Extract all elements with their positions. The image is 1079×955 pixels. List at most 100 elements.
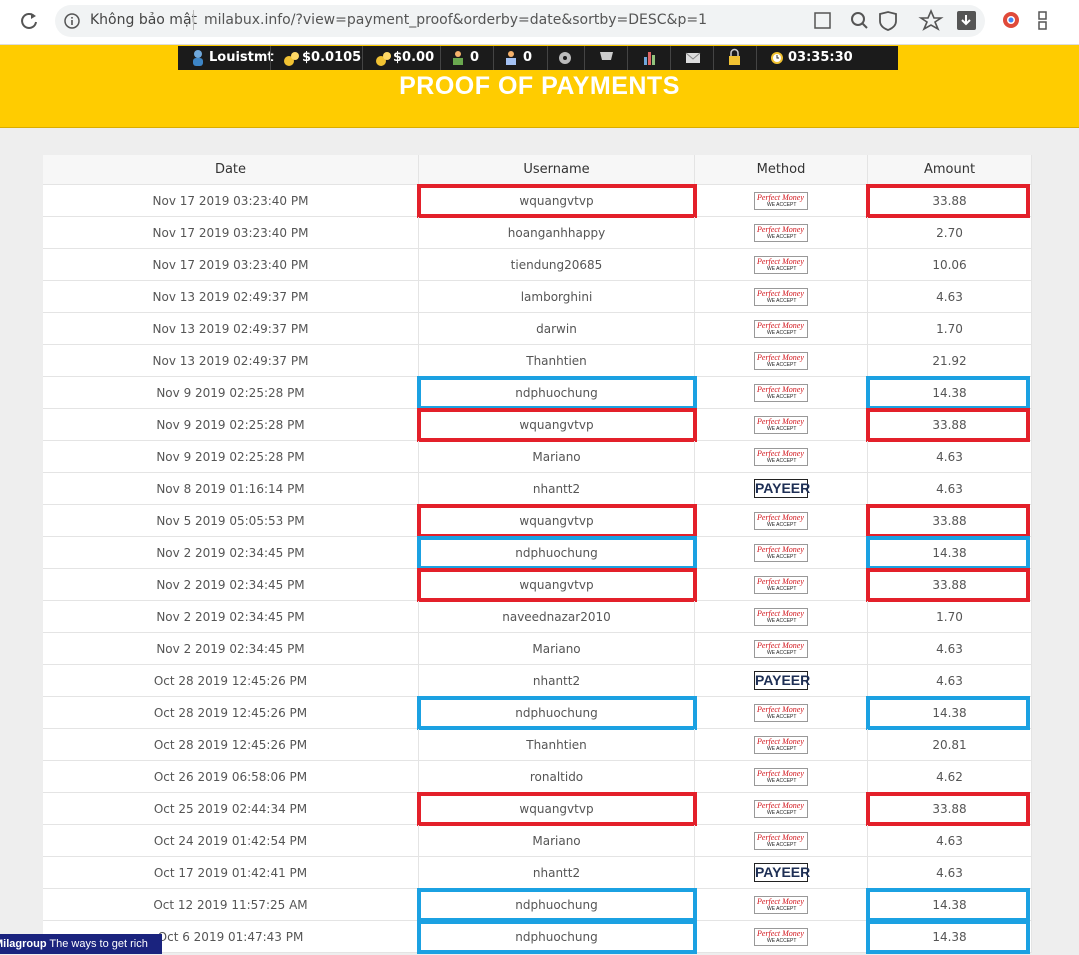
perfect-money-logo: Perfect Money WE ACCEPT: [754, 544, 808, 562]
member-toolbar: Louistmt $0.0105 $0.00 0 0 03:35:30: [178, 46, 898, 70]
info-icon[interactable]: [64, 13, 80, 29]
reload-button[interactable]: [18, 10, 40, 32]
amount-cell: 4.63: [868, 857, 1032, 889]
method-cell: Perfect Money WE ACCEPT: [695, 793, 868, 825]
logo-tagline: WE ACCEPT: [767, 458, 797, 464]
mail-icon[interactable]: [686, 53, 700, 63]
date-cell: Nov 2 2019 02:34:45 PM: [43, 633, 419, 665]
date-cell: Nov 17 2019 03:23:40 PM: [43, 249, 419, 281]
method-cell: Perfect Money WE ACCEPT: [695, 185, 868, 217]
highlight-box: [866, 536, 1030, 570]
date-cell: Oct 17 2019 01:42:41 PM: [43, 857, 419, 889]
logo-name: Perfect Money: [757, 321, 804, 330]
logo-name: Perfect Money: [757, 449, 804, 458]
logo-name: Perfect Money: [757, 737, 804, 746]
payeer-logo: PAYEER: [754, 863, 811, 882]
cart-icon[interactable]: [600, 52, 613, 60]
highlight-box: [866, 888, 1030, 922]
payeer-logo: PAYEER: [754, 671, 811, 690]
username-cell: nhantt2: [419, 473, 695, 505]
rented-referrals: 0: [523, 50, 533, 65]
logo-tagline: WE ACCEPT: [767, 778, 797, 784]
zoom-icon[interactable]: [851, 12, 865, 26]
highlight-box: [866, 696, 1030, 730]
method-cell: PAYEER: [695, 665, 868, 697]
amount-cell: 4.63: [868, 281, 1032, 313]
perfect-money-logo: Perfect Money WE ACCEPT: [754, 832, 808, 850]
perfect-money-logo: Perfect Money WE ACCEPT: [754, 192, 808, 210]
amount-cell: 1.70: [868, 601, 1032, 633]
date-cell: Oct 28 2019 12:45:26 PM: [43, 697, 419, 729]
perfect-money-logo: Perfect Money WE ACCEPT: [754, 608, 808, 626]
main-balance: $0.0105: [302, 50, 362, 65]
server-time: 03:35:30: [788, 50, 853, 65]
username-cell: darwin: [419, 313, 695, 345]
brand-badge: Milagroup The ways to get rich: [0, 934, 162, 954]
perfect-money-logo: Perfect Money WE ACCEPT: [754, 448, 808, 466]
username-cell: Mariano: [419, 441, 695, 473]
date-cell: Oct 12 2019 11:57:25 AM: [43, 889, 419, 921]
column-header[interactable]: Date: [43, 155, 419, 185]
apps-icon[interactable]: [1038, 11, 1047, 20]
amount-cell: 1.70: [868, 313, 1032, 345]
date-cell: Oct 26 2019 06:58:06 PM: [43, 761, 419, 793]
highlight-box: [866, 920, 1030, 954]
logout-icon[interactable]: [729, 56, 740, 65]
translate-icon[interactable]: [814, 12, 831, 29]
page-title: PROOF OF PAYMENTS: [399, 72, 680, 100]
logo-name: Perfect Money: [757, 289, 804, 298]
date-cell: Nov 17 2019 03:23:40 PM: [43, 185, 419, 217]
column-header[interactable]: Amount: [868, 155, 1032, 185]
username-cell: tiendung20685: [419, 249, 695, 281]
logo-name: Perfect Money: [757, 545, 804, 554]
highlight-box: [417, 792, 697, 826]
stats-icon[interactable]: [644, 57, 647, 65]
direct-referrals: 0: [470, 50, 480, 65]
amount-cell: 21.92: [868, 345, 1032, 377]
logo-name: Perfect Money: [757, 705, 804, 714]
highlight-box: [866, 568, 1030, 602]
column-header[interactable]: Method: [695, 155, 868, 185]
amount-cell: 2.70: [868, 217, 1032, 249]
date-cell: Nov 9 2019 02:25:28 PM: [43, 409, 419, 441]
method-cell: Perfect Money WE ACCEPT: [695, 569, 868, 601]
logo-tagline: WE ACCEPT: [767, 330, 797, 336]
perfect-money-logo: Perfect Money WE ACCEPT: [754, 352, 808, 370]
logo-tagline: WE ACCEPT: [767, 298, 797, 304]
username[interactable]: Louistmt: [209, 50, 274, 65]
date-cell: Oct 24 2019 01:42:54 PM: [43, 825, 419, 857]
username-cell: ronaltido: [419, 761, 695, 793]
logo-tagline: WE ACCEPT: [767, 714, 797, 720]
perfect-money-logo: Perfect Money WE ACCEPT: [754, 768, 808, 786]
method-cell: Perfect Money WE ACCEPT: [695, 377, 868, 409]
perfect-money-logo: Perfect Money WE ACCEPT: [754, 224, 808, 242]
bookmark-icon[interactable]: [918, 8, 944, 31]
highlight-box: [417, 888, 697, 922]
highlight-box: [417, 376, 697, 410]
date-cell: Oct 25 2019 02:44:34 PM: [43, 793, 419, 825]
url[interactable]: milabux.info/?view=payment_proof&orderby…: [204, 12, 707, 28]
username-cell: nhantt2: [419, 857, 695, 889]
highlight-box: [417, 408, 697, 442]
highlight-box: [417, 920, 697, 954]
highlight-box: [417, 568, 697, 602]
date-cell: Nov 13 2019 02:49:37 PM: [43, 281, 419, 313]
date-cell: Nov 8 2019 01:16:14 PM: [43, 473, 419, 505]
method-cell: Perfect Money WE ACCEPT: [695, 217, 868, 249]
logo-tagline: WE ACCEPT: [767, 394, 797, 400]
perfect-money-logo: Perfect Money WE ACCEPT: [754, 320, 808, 338]
perfect-money-logo: Perfect Money WE ACCEPT: [754, 512, 808, 530]
highlight-box: [866, 792, 1030, 826]
logo-tagline: WE ACCEPT: [767, 426, 797, 432]
username-cell: hoanganhhappy: [419, 217, 695, 249]
highlight-box: [866, 408, 1030, 442]
logo-name: Perfect Money: [757, 801, 804, 810]
highlight-box: [417, 696, 697, 730]
method-cell: PAYEER: [695, 473, 868, 505]
column-header[interactable]: Username: [419, 155, 695, 185]
method-cell: Perfect Money WE ACCEPT: [695, 729, 868, 761]
method-cell: Perfect Money WE ACCEPT: [695, 921, 868, 953]
shield-icon[interactable]: [879, 11, 897, 31]
method-cell: Perfect Money WE ACCEPT: [695, 505, 868, 537]
